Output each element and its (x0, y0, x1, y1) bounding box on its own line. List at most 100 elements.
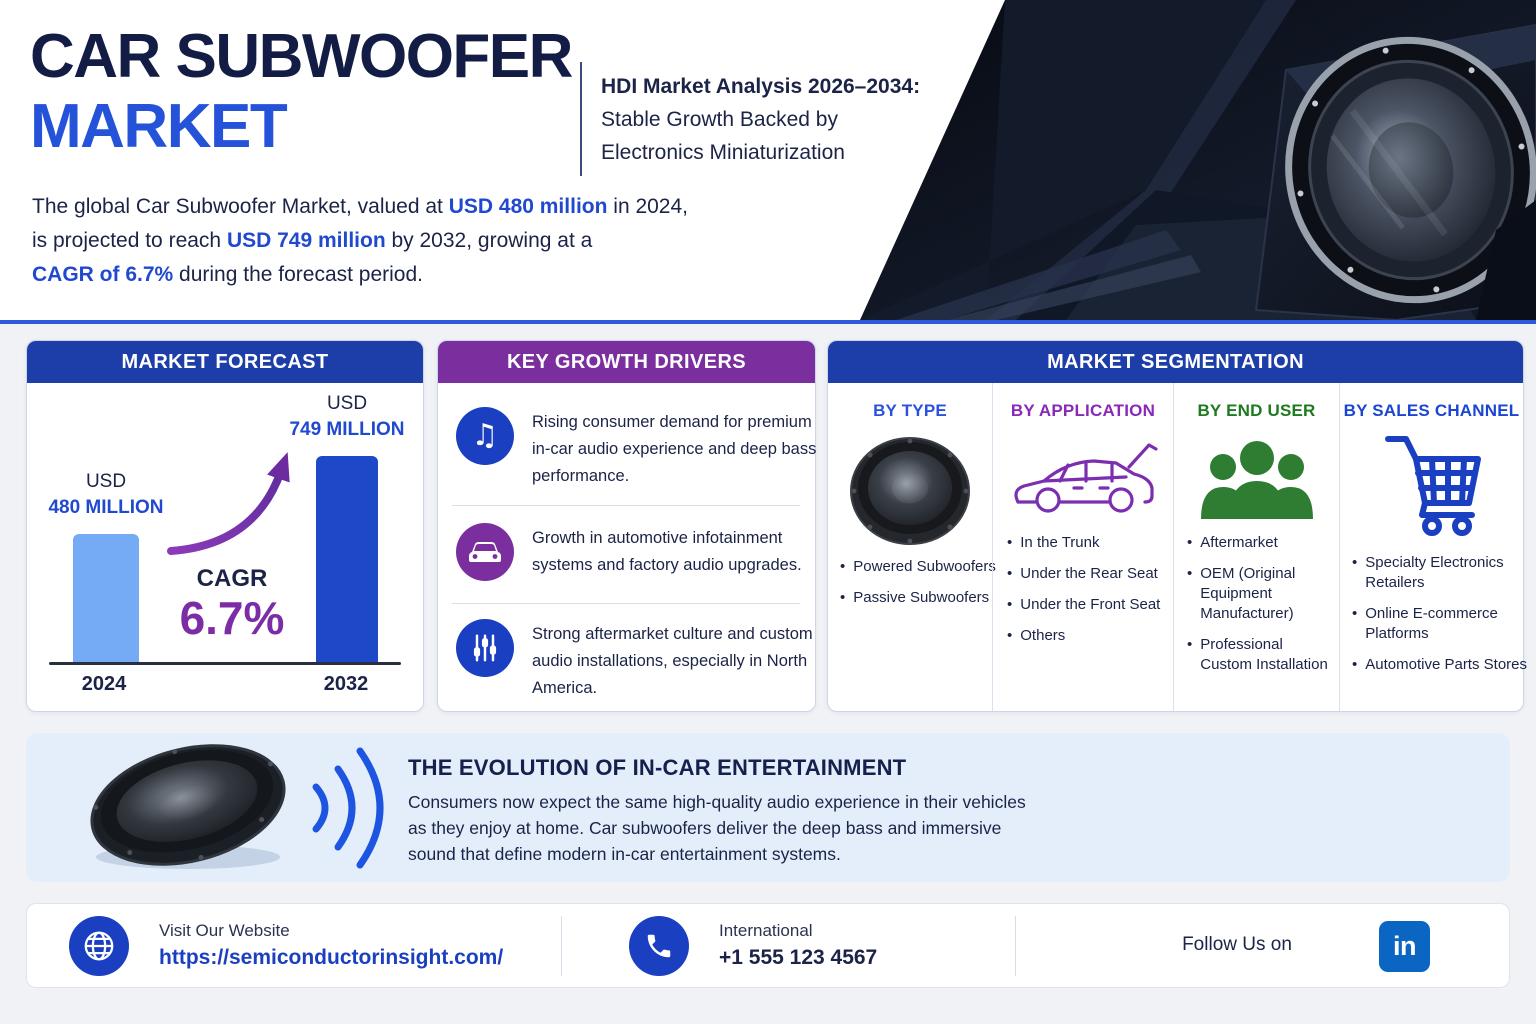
car-trunk-glyph (1014, 443, 1158, 513)
divider (561, 916, 562, 976)
by-type-list: • Powered Subwoofers • Passive Subwoofers (828, 557, 996, 608)
phone-glyph (647, 934, 671, 958)
divider (452, 603, 800, 604)
market-segmentation-header: MARKET SEGMENTATION (828, 341, 1523, 383)
value-480-million: 480 MILLION (48, 497, 164, 518)
segment-by-application: BY APPLICATION (992, 383, 1173, 711)
year-2024-label: 2024 (81, 673, 127, 695)
list-item: • Powered Subwoofers (840, 558, 996, 575)
usd-label: USD (326, 393, 368, 414)
list-item: • Aftermarket (1187, 534, 1278, 551)
bar-label-2024: USD 480 MILLION (21, 469, 191, 521)
list-item: • Under the Rear Seat (1007, 565, 1158, 582)
growth-drivers-panel: KEY GROWTH DRIVERS ♫ Rising consumer dem… (437, 340, 816, 712)
value-2032-highlight: USD 749 million (226, 229, 386, 252)
bar-label-2032: USD 749 MILLION (262, 391, 432, 443)
year-2032-label: 2032 (323, 673, 369, 695)
linkedin-icon[interactable]: in (1379, 921, 1430, 972)
driver-text-2: Growth in automotive infotainment system… (532, 529, 802, 574)
equalizer-icon (456, 619, 514, 677)
phone-number: +1 555 123 4567 (719, 946, 878, 969)
driver-text-3: Strong aftermarket culture and custom au… (532, 625, 813, 697)
phone-label: International (719, 921, 813, 940)
people-glyph (1200, 441, 1313, 519)
cagr-label: CAGR (196, 565, 268, 592)
hero-section: CAR SUBWOOFER MARKET HDI Market Analysis… (0, 0, 1536, 320)
analysis-subtitle-bold: HDI Market Analysis 2026–2034: (601, 75, 921, 98)
page-title-line2: MARKET (30, 92, 288, 161)
summary-text: The global Car Subwoofer Market, valued … (32, 195, 449, 218)
value-2024-highlight: USD 480 million (448, 195, 608, 218)
growth-arrow-icon (167, 452, 290, 555)
car-trunk-open-icon (993, 425, 1173, 533)
list-item: • Professional Custom Installation (1187, 636, 1328, 673)
by-type-title: BY TYPE (873, 401, 947, 420)
divider (1015, 916, 1016, 976)
segment-by-end-user: BY END USER • Aftermarket (1173, 383, 1339, 711)
driver-item-3: Strong aftermarket culture and custom au… (456, 619, 820, 702)
speaker-image (90, 744, 286, 869)
growth-drivers-header: KEY GROWTH DRIVERS (438, 341, 815, 383)
evolution-text: Consumers now expect the same high-quali… (408, 792, 1026, 864)
list-item: • Automotive Parts Stores (1352, 656, 1527, 673)
list-item: • Under the Front Seat (1007, 596, 1161, 613)
phone-icon (629, 916, 689, 976)
car-icon (456, 523, 514, 581)
equalizer-glyph (473, 634, 497, 662)
market-summary-paragraph: The global Car Subwoofer Market, valued … (32, 190, 688, 292)
segment-by-type: BY TYPE (828, 383, 996, 711)
hero-subwoofer-photo (860, 0, 1536, 320)
section-divider-line (0, 320, 1536, 324)
trunk-subwoofer-illustration (860, 0, 1536, 320)
shopping-cart-icon (1340, 425, 1523, 543)
summary-text: by 2032, growing at a (385, 229, 593, 252)
summary-text: in 2024, (607, 195, 689, 218)
by-end-user-list: • Aftermarket • OEM (Original Equipment Ma… (1174, 533, 1339, 675)
music-note-icon: ♫ (456, 407, 514, 465)
globe-icon (69, 916, 129, 976)
value-749-million: 749 MILLION (289, 419, 405, 440)
market-segmentation-panel: MARKET SEGMENTATION BY TYPE (827, 340, 1527, 712)
bar-2024 (73, 534, 139, 662)
cagr-value: 6.7% (179, 592, 285, 644)
by-sales-channel-title: BY SALES CHANNEL (1343, 401, 1520, 420)
driver-item-2: Growth in automotive infotainment system… (456, 523, 820, 581)
subwoofer-image (828, 425, 992, 553)
market-forecast-header: MARKET FORECAST (27, 341, 423, 383)
evolution-banner: THE EVOLUTION OF IN-CAR ENTERTAINMENT Co… (26, 733, 1510, 882)
driver-text-1: Rising consumer demand for premium in-ca… (532, 413, 817, 485)
evolution-title: THE EVOLUTION OF IN-CAR ENTERTAINMENT (408, 755, 907, 780)
list-item: • Online E-commerce Platforms (1352, 605, 1498, 642)
sound-waves-icon (312, 747, 384, 869)
forecast-chart: USD 480 MILLION USD 749 MILLION (27, 383, 423, 711)
car-glyph (469, 542, 501, 562)
segmentation-columns: BY TYPE (828, 383, 1527, 711)
market-forecast-panel: MARKET FORECAST USD 480 MILLION USD 749 … (26, 340, 424, 712)
by-application-list: • In the Trunk • Under the Rear Seat • Unde… (993, 533, 1173, 646)
page-title-line1: CAR SUBWOOFER (30, 22, 573, 91)
divider (452, 505, 800, 506)
segment-by-sales-channel: BY SALES CHANNEL (1339, 383, 1527, 711)
contact-footer: Visit Our Website https://semiconductori… (26, 903, 1510, 988)
by-sales-channel-list: • Specialty Electronics Retailers • Online… (1340, 553, 1527, 675)
usd-label: USD (85, 471, 127, 492)
by-application-title: BY APPLICATION (1010, 401, 1156, 420)
summary-text: is projected to reach (32, 229, 227, 252)
chart-axis (49, 662, 401, 665)
list-item: • OEM (Original Equipment Manufacturer) (1187, 565, 1296, 622)
list-item: • In the Trunk (1007, 534, 1100, 551)
people-group-icon (1174, 425, 1339, 533)
title-divider (580, 62, 582, 176)
driver-item-1: ♫ Rising consumer demand for premium in-… (456, 407, 820, 490)
website-link[interactable]: https://semiconductorinsight.com/ (159, 946, 504, 969)
summary-text: during the forecast period. (173, 263, 424, 286)
list-item: • Specialty Electronics Retailers (1352, 554, 1504, 591)
analysis-subtitle-line3: Electronics Miniaturization (601, 141, 845, 164)
music-note-glyph: ♫ (471, 418, 499, 453)
by-end-user-title: BY END USER (1197, 401, 1316, 420)
list-item: • Passive Subwoofers (840, 589, 990, 606)
subwoofer-glyph (850, 437, 970, 545)
list-item: • Others (1007, 627, 1066, 644)
cagr-highlight: CAGR of 6.7% (32, 263, 174, 286)
